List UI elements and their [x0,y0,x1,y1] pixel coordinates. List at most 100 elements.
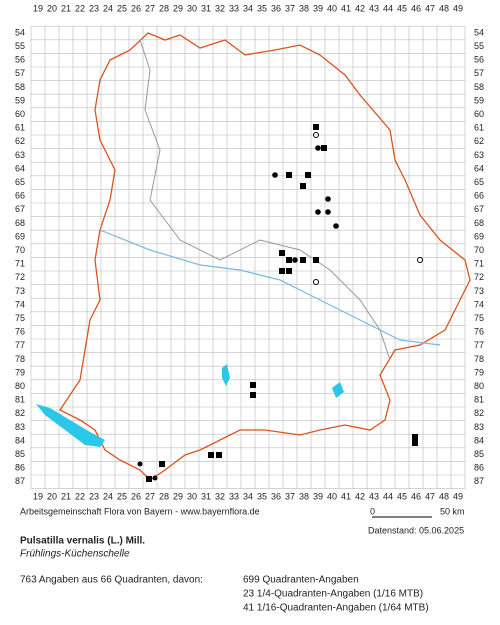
lake [36,404,105,447]
column-label: 49 [453,491,463,501]
row-label: 79 [15,367,25,377]
row-label: 61 [474,123,484,133]
column-label: 33 [229,491,239,501]
row-label: 72 [15,272,25,282]
row-label: 85 [15,449,25,459]
row-label: 75 [474,313,484,323]
row-label: 58 [474,82,484,92]
row-label: 72 [474,272,484,282]
column-label: 47 [425,491,435,501]
row-label: 71 [474,259,484,269]
column-label: 23 [89,3,99,13]
row-label: 73 [474,286,484,296]
lake [332,382,344,398]
column-label: 46 [411,3,421,13]
row-label: 87 [15,476,25,486]
row-label: 87 [474,476,484,486]
row-label: 57 [474,68,484,78]
row-label: 55 [474,41,484,51]
column-label: 21 [61,491,71,501]
row-label: 56 [474,55,484,65]
row-label: 76 [15,327,25,337]
column-label: 24 [103,491,113,501]
row-label: 66 [15,191,25,201]
column-label: 29 [173,491,183,501]
row-label: 62 [15,136,25,146]
column-label: 31 [201,3,211,13]
row-label: 64 [474,163,484,173]
stats-summary: 763 Angaben aus 66 Quadranten, davon: [20,575,203,586]
column-label: 42 [355,491,365,501]
row-label: 75 [15,313,25,323]
row-label: 80 [15,381,25,391]
row-label: 82 [474,408,484,418]
row-label: 67 [15,204,25,214]
row-label: 63 [474,150,484,160]
row-label: 71 [15,259,25,269]
row-label: 77 [15,340,25,350]
column-label: 22 [75,491,85,501]
river [99,229,441,346]
row-label: 60 [474,109,484,119]
row-label: 74 [15,299,25,309]
row-label: 79 [474,367,484,377]
row-label: 80 [474,381,484,391]
row-label: 81 [474,395,484,405]
column-label: 44 [383,3,393,13]
date: Datenstand: 05.06.2025 [368,525,464,535]
row-label: 67 [474,204,484,214]
column-label: 43 [369,3,379,13]
species-name: Pulsatilla vernalis (L.) Mill. [20,536,145,547]
row-label: 58 [15,82,25,92]
column-label: 42 [355,3,365,13]
column-label: 34 [243,3,253,13]
row-label: 63 [15,150,25,160]
row-label: 65 [15,177,25,187]
row-label: 54 [15,27,25,37]
row-label: 68 [15,218,25,228]
state-border [59,32,471,481]
column-label: 41 [341,3,351,13]
column-label: 32 [215,491,225,501]
row-label: 84 [474,435,484,445]
column-label: 34 [243,491,253,501]
column-label: 47 [425,3,435,13]
row-label: 54 [474,27,484,37]
column-label: 24 [103,3,113,13]
row-label: 68 [474,218,484,228]
column-label: 25 [117,3,127,13]
row-label: 78 [474,354,484,364]
column-label: 30 [187,3,197,13]
column-label: 19 [33,3,43,13]
scale-start: 0 [370,506,375,516]
credit: Arbeitsgemeinschaft Flora von Bayern - w… [20,506,260,516]
column-label: 26 [131,491,141,501]
column-label: 25 [117,491,127,501]
column-label: 22 [75,3,85,13]
column-label: 26 [131,3,141,13]
column-label: 19 [33,491,43,501]
row-label: 69 [15,231,25,241]
column-label: 27 [145,3,155,13]
column-label: 20 [47,3,57,13]
row-label: 57 [15,68,25,78]
row-label: 82 [15,408,25,418]
row-label: 74 [474,299,484,309]
row-label: 60 [15,109,25,119]
column-label: 41 [341,491,351,501]
stats-line: 41 1/16-Quadranten-Angaben (1/64 MTB) [243,603,429,614]
column-label: 31 [201,491,211,501]
row-label: 66 [474,191,484,201]
column-label: 49 [453,3,463,13]
column-label: 35 [257,3,267,13]
column-label: 39 [313,491,323,501]
column-label: 38 [299,491,309,501]
column-label: 40 [327,491,337,501]
row-label: 86 [474,463,484,473]
column-label: 30 [187,491,197,501]
column-label: 40 [327,3,337,13]
column-label: 23 [89,491,99,501]
column-label: 35 [257,491,267,501]
stats-line: 23 1/4-Quadranten-Angaben (1/16 MTB) [243,589,423,600]
row-label: 78 [15,354,25,364]
